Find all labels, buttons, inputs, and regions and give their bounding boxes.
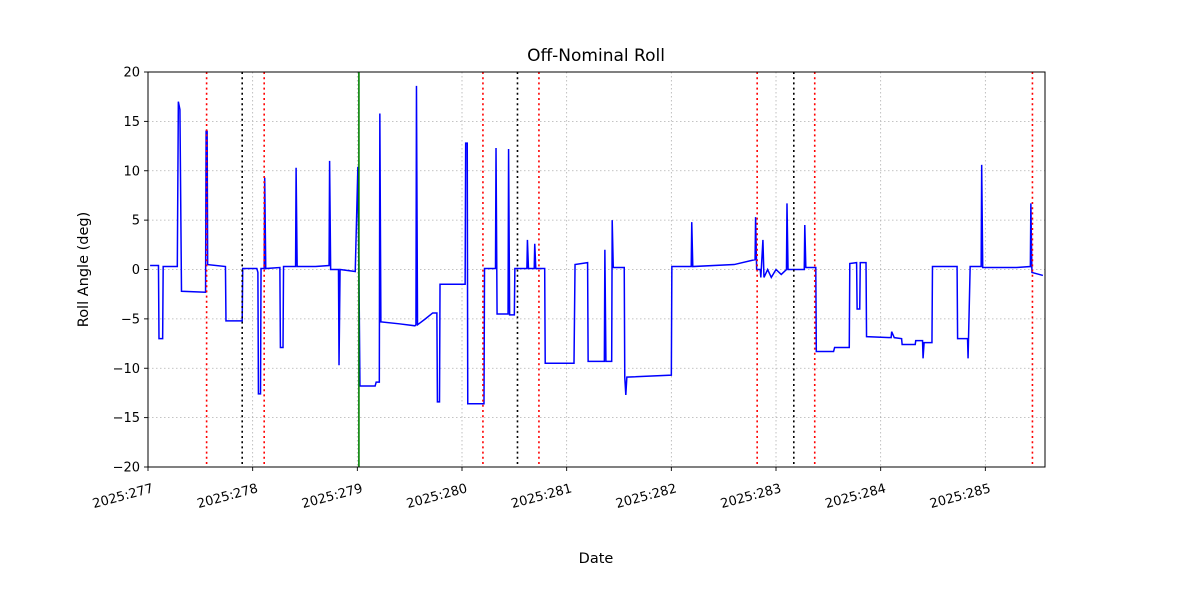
y-tick-label: 5 — [132, 214, 140, 229]
x-tick-label: 2025:281 — [510, 481, 574, 512]
x-tick-label: 2025:278 — [196, 481, 260, 512]
y-tick-label: −15 — [113, 411, 140, 426]
off-nominal-roll-line — [150, 85, 1044, 405]
x-tick-label: 2025:284 — [824, 481, 888, 512]
x-tick-label: 2025:279 — [300, 481, 364, 512]
y-tick-label: 20 — [123, 66, 140, 81]
x-tick-label: 2025:280 — [405, 481, 469, 512]
x-axis-label: Date — [579, 551, 614, 567]
y-axis-label: Roll Angle (deg) — [76, 212, 92, 327]
y-tick-label: −5 — [121, 312, 140, 327]
event-line-layer — [205, 72, 1034, 467]
x-tick-label: 2025:283 — [719, 481, 783, 512]
chart-title: Off-Nominal Roll — [527, 46, 665, 66]
series-layer — [150, 85, 1044, 405]
grid-layer — [147, 71, 1045, 468]
x-tick-label: 2025:277 — [91, 481, 155, 512]
y-tick-label: 10 — [123, 164, 140, 179]
y-tick-label: 15 — [123, 115, 140, 130]
y-tick-label: 0 — [132, 263, 140, 278]
y-tick-label: −20 — [113, 461, 140, 476]
y-tick-label: −10 — [113, 362, 140, 377]
x-tick-label: 2025:282 — [614, 481, 678, 512]
x-tick-label: 2025:285 — [928, 481, 992, 512]
